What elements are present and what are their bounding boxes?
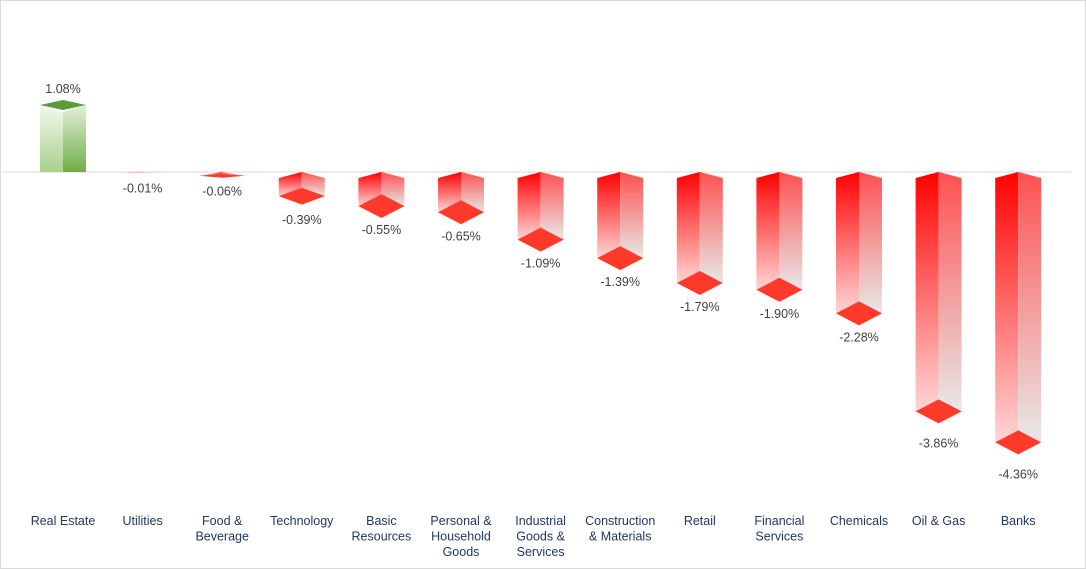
data-label: -0.39% <box>282 213 322 227</box>
category-label: Industrial <box>515 514 566 528</box>
bar-cap <box>676 270 723 295</box>
bar-face-left <box>438 172 461 213</box>
data-label: -1.09% <box>521 257 561 271</box>
bar-face-right <box>142 172 166 173</box>
category-label: Construction <box>585 514 655 528</box>
bar-cap <box>438 200 484 225</box>
bar-12: -4.36% <box>995 172 1042 481</box>
category-label: Oil & Gas <box>912 514 966 528</box>
bar-face-right <box>779 172 803 290</box>
bar-cap <box>358 194 405 219</box>
bar-6: -1.09% <box>517 172 564 271</box>
category-label: Retail <box>684 514 716 528</box>
category-label: & Materials <box>589 530 652 544</box>
bar-9: -1.90% <box>756 172 803 321</box>
bar-11: -3.86% <box>915 172 962 450</box>
category-label: Real Estate <box>31 514 96 528</box>
data-label: 1.08% <box>45 82 80 96</box>
category-label: Chemicals <box>830 514 888 528</box>
bar-cap <box>517 227 564 252</box>
category-label: Goods <box>443 545 480 559</box>
bar-4: -0.55% <box>358 172 405 237</box>
bar-cap <box>278 187 325 205</box>
bar-face-left <box>756 172 780 290</box>
bar-face-left <box>517 172 541 240</box>
bar-2: -0.06% <box>199 172 246 199</box>
bar-face-right <box>540 172 564 240</box>
bar-5: -0.65% <box>438 172 484 243</box>
bar-face-right <box>699 172 723 283</box>
category-label: Household <box>431 530 491 544</box>
bar-face-left <box>836 172 859 314</box>
bar-face-right <box>63 105 86 172</box>
category-label: Goods & <box>516 530 565 544</box>
data-label: -4.36% <box>998 467 1038 481</box>
bar-face-right <box>859 172 882 314</box>
bar-cap <box>915 399 962 424</box>
bar-face-left <box>676 172 700 283</box>
bar-cap <box>597 246 644 271</box>
data-label: -1.90% <box>760 307 800 321</box>
bar-cap <box>995 430 1042 455</box>
category-label: Beverage <box>195 530 249 544</box>
bar-cap <box>199 173 246 178</box>
bar-7: -1.39% <box>597 172 644 289</box>
category-label: Utilities <box>122 514 162 528</box>
data-label: -0.01% <box>123 182 163 196</box>
data-label: -0.55% <box>362 223 402 237</box>
data-label: -2.28% <box>839 330 879 344</box>
bar-10: -2.28% <box>836 172 882 344</box>
bar-face-right <box>938 172 962 412</box>
bar-0: 1.08% <box>40 82 86 172</box>
category-label: Personal & <box>430 514 492 528</box>
data-label: -1.39% <box>600 275 640 289</box>
data-label: -3.86% <box>919 436 959 450</box>
category-label: Basic <box>366 514 397 528</box>
bar-cap <box>40 100 86 111</box>
data-label: -1.79% <box>680 300 720 314</box>
category-label: Resources <box>352 530 412 544</box>
data-label: -0.65% <box>441 229 481 243</box>
category-label: Services <box>755 530 803 544</box>
category-label: Technology <box>270 514 334 528</box>
category-label: Banks <box>1001 514 1036 528</box>
bar-cap <box>756 277 803 302</box>
bar-face-right <box>620 172 644 259</box>
data-label: -0.06% <box>202 185 242 199</box>
bar-face-left <box>40 105 63 172</box>
bar-8: -1.79% <box>676 172 723 314</box>
category-label: Food & <box>202 514 243 528</box>
bar-face-left <box>915 172 939 412</box>
category-label: Services <box>517 545 565 559</box>
bar-1: -0.01% <box>119 172 166 196</box>
bar-face-left <box>119 172 143 173</box>
bar-face-left <box>995 172 1019 443</box>
bar-3: -0.39% <box>278 172 325 227</box>
category-label: Financial <box>754 514 804 528</box>
bar-face-right <box>461 172 484 213</box>
bar-face-right <box>1018 172 1042 443</box>
bar-face-left <box>597 172 621 259</box>
bar-cap <box>836 301 882 326</box>
